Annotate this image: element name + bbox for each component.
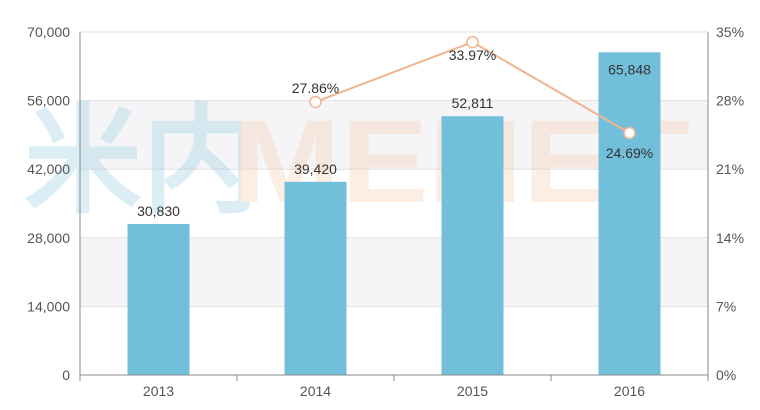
y2-tick-label: 21% <box>716 161 744 177</box>
y2-tick-label: 14% <box>716 230 744 246</box>
bar-value-label: 52,811 <box>452 95 494 111</box>
y-tick-label: 56,000 <box>27 93 70 109</box>
x-tick-label: 2016 <box>614 383 645 399</box>
line-point <box>466 35 479 49</box>
y-tick-label: 42,000 <box>27 161 70 177</box>
line-point <box>623 126 636 140</box>
bar <box>127 223 190 375</box>
x-tick-label: 2015 <box>457 383 488 399</box>
y-tick-label: 70,000 <box>27 24 70 40</box>
y-tick-label: 0 <box>62 367 70 383</box>
y-axis-left-ticks: 0 14,000 28,000 42,000 56,000 70,000 <box>27 24 70 383</box>
y-axis-right-ticks: 0% 7% 14% 21% 28% 35% <box>716 24 744 383</box>
bar <box>284 181 347 375</box>
line-series <box>309 35 636 140</box>
y2-tick-label: 28% <box>716 93 744 109</box>
bar <box>441 116 504 375</box>
x-tick-label: 2013 <box>143 383 174 399</box>
axes <box>79 31 709 376</box>
bar <box>598 52 661 376</box>
bar-value-label: 39,420 <box>294 161 337 177</box>
data-labels: 30,830 39,420 52,811 65,848 27.86% 33.97% 24.6… <box>137 47 653 219</box>
line-value-label: 33.97% <box>449 47 496 63</box>
y-tick-label: 28,000 <box>27 230 70 246</box>
x-axis-ticks: 2013 2014 2015 2016 <box>79 375 709 399</box>
y2-tick-label: 7% <box>716 298 736 314</box>
bar-value-label: 30,830 <box>137 203 180 219</box>
bar-value-label: 65,848 <box>608 61 651 77</box>
watermark: 米内 MENET <box>24 96 690 228</box>
bar-series <box>127 52 661 376</box>
line-value-label: 24.69% <box>606 145 653 161</box>
watermark-cn: 米内 <box>24 96 260 228</box>
x-tick-label: 2014 <box>300 383 331 399</box>
line-value-label: 27.86% <box>292 80 339 96</box>
line-point <box>309 95 322 109</box>
y-tick-label: 14,000 <box>27 298 70 314</box>
y2-tick-label: 0% <box>716 367 736 383</box>
y2-tick-label: 35% <box>716 24 744 40</box>
